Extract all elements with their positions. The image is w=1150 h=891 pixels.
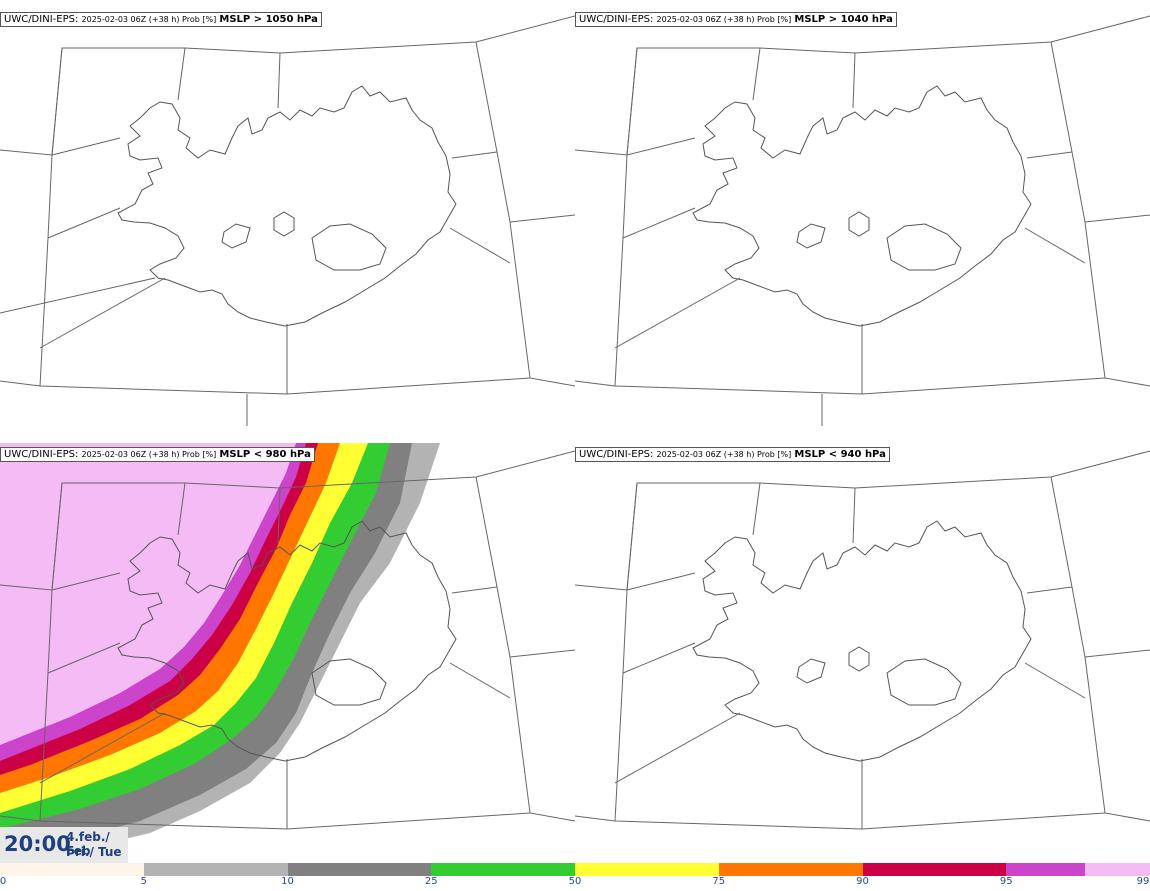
iceland-map [0,15,575,426]
run-info: 2025-02-03 06Z (+38 h) Prob [%] [81,15,217,24]
colorbar-tick-label: 25 [424,876,438,887]
map-panel-mslp-lt-980: UWC/DINI-EPS: 2025-02-03 06Z (+38 h) Pro… [0,443,575,861]
field-name: MSLP < 940 hPa [794,449,886,460]
colorbar-segment [862,863,1008,876]
iceland-map-probability [0,443,575,861]
valid-time-box: 20:00 4.feb./ Feb Þri./ Tue [0,827,128,863]
run-info: 2025-02-03 06Z (+38 h) Prob [%] [656,15,792,24]
panel-title: UWC/DINI-EPS: 2025-02-03 06Z (+38 h) Pro… [0,447,315,462]
iceland-map [575,450,1150,830]
model-name: UWC/DINI-EPS [4,14,75,25]
colorbar-segment [143,863,289,876]
run-info: 2025-02-03 06Z (+38 h) Prob [%] [81,450,217,459]
colorbar-segment [431,863,576,876]
colorbar-segment [0,863,145,876]
field-name: MSLP < 980 hPa [219,449,311,460]
model-name: UWC/DINI-EPS [4,449,75,460]
colorbar-ticks: 0 5 10 25 50 75 90 95 99 [0,876,1150,891]
colorbar-segment [718,863,864,876]
valid-weekday: Þri./ Tue [66,845,122,859]
field-name: MSLP > 1050 hPa [219,14,318,25]
valid-date: 4.feb./ Feb [66,830,110,858]
colorbar-tick-label: 0 [0,876,7,887]
colorbar-tick-label: 95 [999,876,1013,887]
colorbar-segment [287,863,433,876]
colorbar-tick-label: 50 [568,876,582,887]
probability-colorbar [0,863,1150,876]
map-panel-mslp-lt-940: UWC/DINI-EPS: 2025-02-03 06Z (+38 h) Pro… [575,443,1150,861]
colorbar-tick-label: 90 [856,876,869,887]
panel-title: UWC/DINI-EPS: 2025-02-03 06Z (+38 h) Pro… [575,447,890,462]
run-info: 2025-02-03 06Z (+38 h) Prob [%] [656,450,792,459]
model-name: UWC/DINI-EPS [579,449,650,460]
panel-title: UWC/DINI-EPS: 2025-02-03 06Z (+38 h) Pro… [0,12,322,27]
colorbar-tick-label: 5 [140,876,147,887]
colorbar-segment [1085,863,1150,876]
iceland-map [575,15,1150,426]
map-panel-mslp-gt-1040: UWC/DINI-EPS: 2025-02-03 06Z (+38 h) Pro… [575,8,1150,426]
model-name: UWC/DINI-EPS [579,14,650,25]
valid-time-clock: 20:00 [4,832,71,856]
panel-title: UWC/DINI-EPS: 2025-02-03 06Z (+38 h) Pro… [575,12,897,27]
colorbar-segment [575,863,720,876]
colorbar-tick-label: 99 [1136,876,1150,887]
map-panel-mslp-gt-1050: UWC/DINI-EPS: 2025-02-03 06Z (+38 h) Pro… [0,8,575,426]
field-name: MSLP > 1040 hPa [794,14,893,25]
colorbar-tick-label: 75 [712,876,726,887]
colorbar-tick-label: 10 [281,876,294,887]
